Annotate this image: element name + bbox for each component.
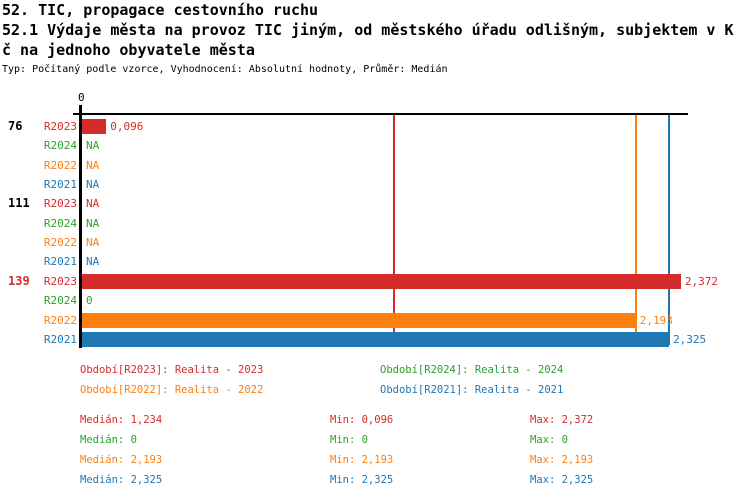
bar-value-76-r2024: NA (86, 139, 100, 153)
bar-value-139-r2023: 2,372 (684, 274, 719, 288)
row-label-139-r2024: R2024 (43, 294, 77, 308)
group-id-139: 139 (8, 273, 30, 288)
legend-item-r2022: Období[R2022]: Realita - 2022 (80, 384, 264, 396)
y-axis-line (79, 105, 82, 348)
chart-meta-info: Typ: Počítaný podle vzorce, Vyhodnocení:… (2, 64, 448, 75)
median-line-r2023 (392, 115, 395, 345)
bar-139-r2022 (82, 312, 636, 328)
row-label-111-r2024: R2024 (43, 216, 77, 230)
bar-76-r2023 (82, 119, 106, 134)
stat-median-r2022: Medián: 2,193 (80, 454, 163, 466)
stat-max-r2024: Max: 0 (530, 434, 568, 446)
group-id-76: 76 (8, 119, 23, 133)
stat-min-r2024: Min: 0 (330, 434, 368, 446)
row-label-76-r2021: R2021 (43, 178, 77, 192)
row-label-76-r2023: R2023 (43, 120, 77, 133)
row-label-139-r2022: R2022 (43, 313, 77, 327)
legend-item-r2021: Období[R2021]: Realita - 2021 (380, 384, 564, 396)
stat-median-r2024: Medián: 0 (80, 434, 137, 446)
legend-item-r2024: Období[R2024]: Realita - 2024 (380, 364, 564, 376)
row-label-111-r2021: R2021 (43, 255, 77, 269)
median-line-r2021 (668, 115, 671, 345)
stat-min-r2022: Min: 2,193 (330, 454, 394, 466)
stat-max-r2021: Max: 2,325 (530, 474, 594, 486)
row-label-76-r2022: R2022 (43, 158, 77, 172)
page-title-line2: 52.1 Výdaje města na provoz TIC jiným, o… (2, 21, 734, 39)
x-axis-zero-tick-label: 0 (78, 91, 85, 104)
stat-median-r2021: Medián: 2,325 (80, 474, 163, 486)
stat-max-r2023: Max: 2,372 (530, 414, 594, 426)
row-label-111-r2023: R2023 (43, 197, 77, 211)
bar-value-76-r2023: 0,096 (110, 120, 144, 133)
x-axis-line (73, 113, 688, 115)
row-label-139-r2021: R2021 (43, 332, 77, 346)
bar-value-111-r2022: NA (86, 236, 100, 250)
bar-value-76-r2021: NA (86, 178, 100, 192)
stat-median-r2023: Medián: 1,234 (80, 414, 163, 426)
row-label-76-r2024: R2024 (43, 139, 77, 153)
bar-value-139-r2021: 2,325 (673, 332, 707, 346)
stat-max-r2022: Max: 2,193 (530, 454, 594, 466)
median-line-r2022 (634, 115, 637, 345)
bar-value-111-r2024: NA (86, 216, 100, 230)
bar-value-111-r2023: NA (86, 197, 100, 211)
stat-min-r2021: Min: 2,325 (330, 474, 394, 486)
stat-min-r2023: Min: 0,096 (330, 414, 394, 426)
bar-value-111-r2021: NA (86, 255, 100, 269)
page-title-line3: č na jednoho obyvatele města (2, 41, 255, 59)
group-id-111: 111 (8, 196, 30, 211)
legend-item-r2023: Období[R2023]: Realita - 2023 (80, 364, 264, 376)
page-title-line1: 52. TIC, propagace cestovního ruchu (2, 1, 319, 19)
row-label-111-r2022: R2022 (43, 236, 77, 250)
bar-139-r2021 (82, 331, 669, 347)
bar-139-r2023 (82, 273, 681, 289)
bar-value-76-r2022: NA (86, 158, 100, 172)
bar-value-139-r2022: 2,193 (639, 313, 673, 327)
row-label-139-r2023: R2023 (43, 274, 77, 288)
bar-value-139-r2024: 0 (86, 294, 93, 308)
